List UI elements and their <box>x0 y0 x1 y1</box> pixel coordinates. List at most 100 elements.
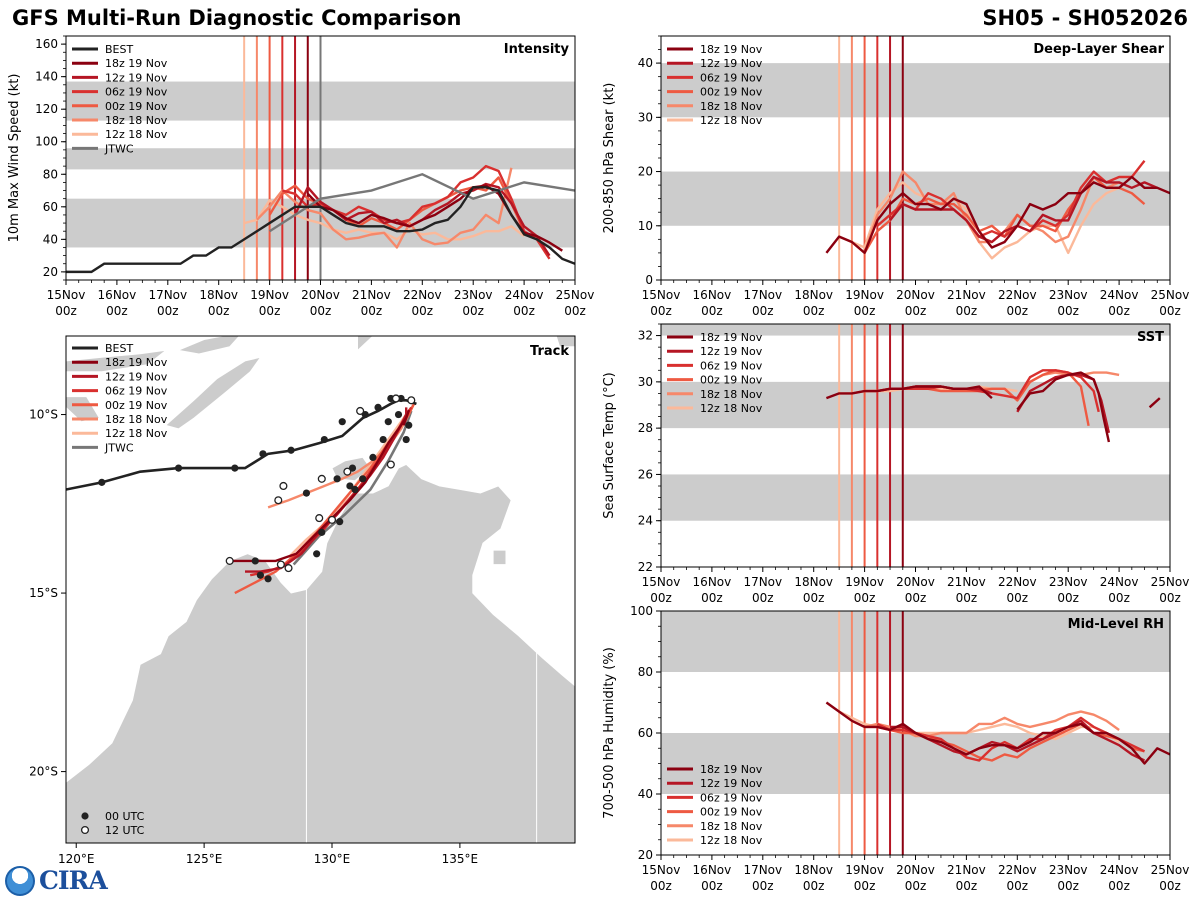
y-tick-label: 20°S <box>29 765 58 779</box>
x-tick-label-hour: 00z <box>905 879 927 893</box>
x-tick-label-hour: 00z <box>1007 304 1029 318</box>
track-dot-12utc <box>276 560 285 569</box>
best-track-dot <box>231 464 239 472</box>
y-tick-label: 60 <box>638 726 653 740</box>
x-tick-label-hour: 00z <box>1057 879 1079 893</box>
y-tick-label: 140 <box>35 70 58 84</box>
x-tick-label: 15Nov <box>642 288 681 302</box>
track-dot-12utc <box>274 496 283 505</box>
legend-label: 12z 19 Nov <box>105 370 168 383</box>
track-dot-00utc <box>351 485 359 494</box>
track-dot-12utc <box>386 460 395 469</box>
shear-panel: 0 10 20 30 40 200-850 hPa Shear (kt) Deep-Laye… <box>602 35 1189 318</box>
cira-logo: CIRA <box>39 866 108 895</box>
x-tick-label: 19Nov <box>845 863 884 877</box>
x-tick-label-hour: 00z <box>1057 591 1079 605</box>
best-track-dot <box>287 446 295 454</box>
x-tick-label-hour: 00z <box>905 304 927 318</box>
series-line <box>268 176 526 232</box>
x-tick-label: 24Nov <box>1100 288 1139 302</box>
x-tick-label: 21Nov <box>352 288 391 302</box>
track-dot-00utc <box>333 475 341 483</box>
marker-12utc <box>80 825 90 835</box>
legend-label: 18z 18 Nov <box>700 388 763 401</box>
x-tick-label: 20Nov <box>896 288 935 302</box>
track-dot-00utc <box>264 575 272 583</box>
legend-label: 06z 19 Nov <box>700 791 763 804</box>
track-dot-00utc <box>369 453 377 461</box>
x-tick-label: 21Nov <box>947 863 986 877</box>
y-tick-label: 20 <box>638 848 653 862</box>
series-line <box>851 710 1120 738</box>
x-tick-label: 17Nov <box>743 575 782 589</box>
x-tick-label: 19Nov <box>845 575 884 589</box>
track-dot-12utc <box>225 556 234 565</box>
series-line <box>825 701 1170 765</box>
agency-logos: CIRA <box>5 866 108 896</box>
y-axis-label: Sea Surface Temp (°C) <box>602 372 617 519</box>
x-tick-label: 24Nov <box>1100 575 1139 589</box>
x-tick-label: 17Nov <box>743 288 782 302</box>
legend-label: BEST <box>105 342 133 355</box>
sst-plot-area <box>661 324 1170 567</box>
flores-island <box>66 349 168 373</box>
x-tick-label: 21Nov <box>947 288 986 302</box>
legend-label: 12z 19 Nov <box>700 57 763 70</box>
track-dot-00utc <box>313 550 321 558</box>
y-axis-label: 700-500 hPa Humidity (%) <box>602 647 617 819</box>
panel-title: Track <box>530 344 569 359</box>
y-tick-label: 40 <box>638 56 653 70</box>
x-tick-label-hour: 00z <box>701 879 723 893</box>
best-track-dot <box>259 450 267 458</box>
marker-legend-label: 12 UTC <box>105 824 145 837</box>
x-tick-label: 22Nov <box>403 288 442 302</box>
x-tick-label: 18Nov <box>794 863 833 877</box>
y-axis-label: 200-850 hPa Shear (kt) <box>602 83 617 234</box>
track-dot-00utc <box>318 528 326 536</box>
legend-label: 18z 19 Nov <box>700 331 763 344</box>
x-tick-label: 23Nov <box>1049 288 1088 302</box>
x-tick-label: 19Nov <box>845 288 884 302</box>
shear-plot-area <box>661 36 1170 280</box>
legend-label: 00z 19 Nov <box>105 100 168 113</box>
x-tick-label-hour: 00z <box>854 591 876 605</box>
noaa-logo <box>5 866 35 896</box>
track-dot-12utc <box>391 394 401 403</box>
y-tick-label: 0 <box>645 273 653 287</box>
x-tick-label: 22Nov <box>998 288 1037 302</box>
x-tick-label: 20Nov <box>896 863 935 877</box>
x-tick-label: 23Nov <box>1049 863 1088 877</box>
x-tick-label-hour: 00z <box>905 591 927 605</box>
legend-label: 12z 18 Nov <box>105 427 168 440</box>
track-plot-area <box>66 336 575 843</box>
legend-label: 00z 19 Nov <box>700 374 763 387</box>
x-tick-label-hour: 00z <box>854 879 876 893</box>
y-tick-label: 15°S <box>29 586 58 600</box>
marker-legend-label: 00 UTC <box>105 810 145 823</box>
x-tick-label-hour: 00z <box>55 304 77 318</box>
track-dot-00utc <box>405 421 413 429</box>
track-dot-12utc <box>327 515 337 524</box>
legend-label: 18z 19 Nov <box>105 356 168 369</box>
x-tick-label: 20Nov <box>896 575 935 589</box>
jtwc-line <box>268 172 575 233</box>
x-tick-label-hour: 00z <box>956 591 978 605</box>
track-dot-12utc <box>284 564 293 573</box>
legend-label: 00z 19 Nov <box>700 86 763 99</box>
x-tick-label: 25Nov <box>1151 575 1190 589</box>
storm-id: SH05 - SH052026 <box>982 6 1188 30</box>
tanimbar-island <box>357 336 374 352</box>
legend-label: 18z 19 Nov <box>105 57 168 70</box>
australia-land <box>66 464 575 843</box>
series-line <box>889 175 1158 244</box>
x-tick-label-hour: 00z <box>854 304 876 318</box>
best-track-dot <box>320 435 328 444</box>
legend-label: 18z 18 Nov <box>105 413 168 426</box>
x-tick-label: 15Nov <box>47 288 86 302</box>
intensity-panel: 20 40 60 80 100 120 140 160 10m Max Wind Speed (… <box>7 35 594 318</box>
x-tick-label: 120°E <box>58 852 95 866</box>
